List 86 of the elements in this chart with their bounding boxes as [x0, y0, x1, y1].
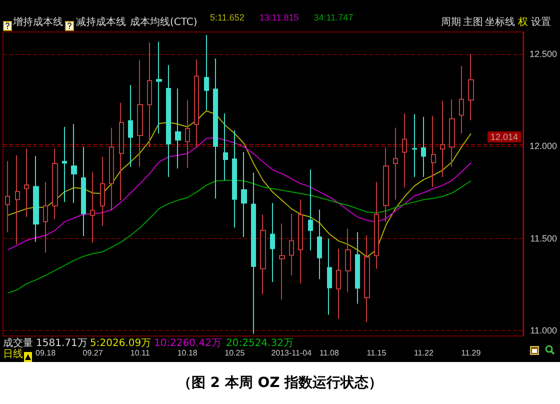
candlestick [327, 238, 332, 316]
text: 设置 [531, 17, 551, 28]
y-tick-label: 11.000 [530, 325, 557, 336]
text: 5:2026.09万 [90, 338, 152, 349]
text: 减持成本线 [76, 17, 126, 28]
candlestick [90, 172, 95, 244]
candlestick [213, 58, 218, 200]
candlestick [251, 172, 256, 334]
text: 20:2524.32万 [226, 338, 294, 349]
candlestick [440, 100, 445, 178]
candlestick [33, 156, 39, 243]
candlestick [308, 169, 313, 251]
text: 权 [518, 17, 528, 28]
candlestick [449, 98, 455, 168]
candlestick [270, 202, 275, 283]
ref-line-label: 12.014 [490, 132, 518, 142]
candlestick [241, 151, 247, 238]
x-tick-label: 10.25 [224, 348, 246, 358]
candlestick [374, 181, 379, 270]
candlestick [468, 54, 474, 121]
candlestick [137, 60, 143, 168]
candlestick [156, 41, 162, 134]
candlestick [336, 248, 341, 320]
x-tick-label: 10.11 [130, 348, 150, 358]
candlestick [402, 112, 407, 188]
x-tick-label: 09.27 [82, 348, 104, 358]
x-tick-label: 10.18 [177, 348, 198, 358]
candlestick [232, 130, 237, 228]
candlestick [298, 199, 303, 284]
candlestick [71, 124, 77, 204]
candlestick [317, 209, 322, 280]
candlestick [43, 181, 48, 254]
y-tick-label: 12.500 [529, 49, 557, 60]
x-tick-label: 09.18 [36, 348, 56, 358]
candlestick [24, 148, 29, 218]
candlestick [100, 156, 105, 227]
candlestick [412, 114, 417, 178]
candlestick [81, 146, 86, 236]
candlestick [260, 214, 266, 295]
text: 10:2260.42万 [154, 338, 222, 349]
candlestick [345, 228, 351, 293]
candlestick [421, 116, 426, 178]
text: 坐标线 [485, 17, 515, 28]
y-tick-label: 12.000 [529, 141, 557, 152]
x-tick-label: 11.29 [461, 348, 482, 358]
text: 成本均线(CTC) [130, 17, 198, 28]
x-tick-label: 11.22 [414, 348, 434, 358]
candlestick [52, 148, 58, 220]
text: 增持成本线 [13, 17, 63, 28]
text: 13:11.815 [259, 12, 299, 22]
x-tick-label: 2013-11-04 [271, 348, 312, 358]
candlestick [109, 127, 114, 211]
candlestick [364, 234, 370, 323]
candlestick [355, 232, 360, 304]
candlestick [119, 102, 124, 201]
candlestick [459, 66, 464, 134]
text: 34:11.747 [314, 12, 354, 22]
text: 5:11.652 [210, 12, 244, 22]
candlestick [147, 42, 152, 148]
x-tick-label: 11.08 [319, 348, 340, 358]
text: 1581.71万 [36, 338, 88, 349]
candlestick [15, 154, 20, 245]
candlestick [185, 100, 190, 168]
candlestick [204, 34, 209, 111]
x-tick-label: 11.15 [366, 348, 387, 358]
candlestick [62, 126, 67, 203]
text: 周期 [441, 17, 461, 28]
text: （图 2 本周 OZ 指数运行状态） [176, 374, 384, 392]
candlestick [393, 127, 398, 200]
candlestick [194, 58, 199, 147]
line-series [7, 180, 472, 294]
y-tick-label: 11.500 [530, 233, 557, 244]
line-series [7, 110, 472, 258]
line-series [7, 137, 472, 250]
candlestick [383, 147, 389, 222]
candlestick [289, 213, 294, 276]
candlestick [5, 160, 10, 233]
candlestick [128, 84, 133, 168]
text: 日线 [3, 349, 23, 360]
candlestick [279, 223, 285, 300]
candlestick [431, 115, 436, 188]
candlestick [166, 64, 171, 178]
text: 主图 [463, 17, 483, 28]
candlestick [175, 88, 181, 170]
text: 成交量 [3, 338, 33, 349]
candlestick [223, 112, 228, 181]
